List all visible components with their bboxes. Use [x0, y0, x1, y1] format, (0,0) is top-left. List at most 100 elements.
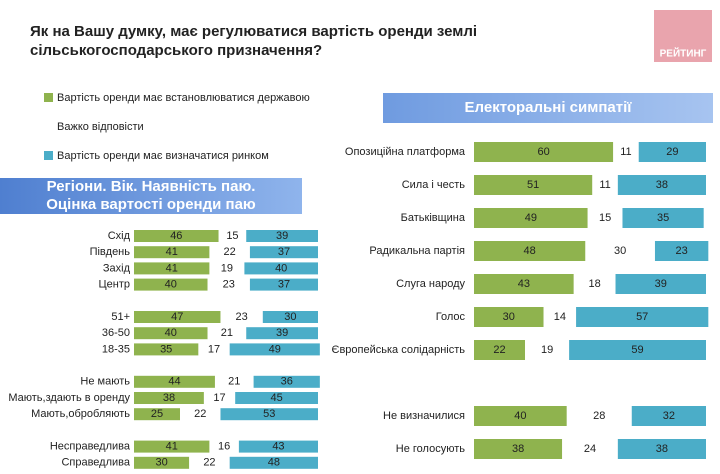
value-label: 46 [170, 230, 182, 242]
bar-segment [474, 142, 614, 162]
value-label: 37 [278, 279, 290, 291]
category-label: Не голосують [396, 443, 465, 455]
bar-segment [249, 278, 318, 291]
bar-segment [615, 274, 706, 294]
panel-header [0, 178, 302, 214]
bar-segment [631, 406, 706, 426]
legend-label: Вартість оренди має встановлюватися держ… [57, 92, 310, 104]
bar-segment [209, 246, 250, 259]
value-label: 11 [620, 146, 631, 158]
bar-segment [209, 262, 245, 275]
bar-segment [566, 406, 632, 426]
bar-segment [235, 392, 318, 404]
value-label: 41 [166, 441, 178, 453]
bar-segment [214, 375, 254, 388]
value-label: 38 [656, 443, 668, 455]
panel-header [383, 93, 713, 123]
bar-segment [134, 230, 219, 242]
value-label: 25 [151, 408, 163, 420]
category-label: Мають,здають в оренду [8, 392, 130, 404]
value-label: 22 [203, 457, 215, 469]
value-label: 11 [599, 179, 610, 191]
bar-segment [229, 456, 318, 469]
panel-title: Електоральні симпатії [465, 99, 633, 116]
page-title: Як на Вашу думку, має регулюватися варті… [30, 23, 478, 59]
bar-segment [262, 311, 318, 323]
value-label: 53 [263, 408, 275, 420]
value-label: 21 [221, 327, 233, 339]
logo: РЕЙТИНГ [660, 47, 707, 60]
value-label: 30 [614, 245, 626, 257]
bar-segment [244, 262, 318, 275]
bar-segment [134, 262, 210, 275]
bar-segment [218, 230, 247, 242]
value-label: 40 [165, 279, 177, 291]
value-label: 28 [593, 410, 605, 422]
bar-segment [253, 375, 320, 388]
category-label: Слуга народу [396, 278, 465, 290]
legend-label: Важко відповісти [57, 121, 144, 133]
bar-segment [622, 208, 704, 228]
panel-title: Оцінка вартості оренди паю [46, 196, 256, 213]
bar-segment [569, 340, 706, 360]
bar-segment [134, 327, 208, 340]
category-label: Несправедлива [50, 441, 131, 453]
bar-segment [617, 439, 706, 459]
category-label: Не мають [80, 376, 130, 388]
legend-swatch [44, 93, 53, 102]
bar-segment [246, 327, 318, 340]
category-label: Мають,обробляють [31, 408, 130, 420]
bar-segment [134, 456, 190, 469]
value-label: 14 [554, 311, 566, 323]
category-label: Центр [99, 279, 131, 291]
value-label: 17 [208, 343, 220, 355]
category-label: Європейська солідарність [332, 344, 466, 356]
value-label: 22 [493, 344, 505, 356]
value-label: 37 [278, 246, 290, 258]
category-label: Сила і честь [402, 179, 466, 191]
value-label: 22 [194, 408, 206, 420]
bar-segment [203, 392, 236, 404]
panel-title: Регіони. Вік. Наявність паю. [47, 178, 256, 195]
bar-segment [613, 142, 639, 162]
bar-segment [134, 392, 204, 404]
bar-segment [207, 278, 250, 291]
value-label: 40 [275, 262, 287, 274]
value-label: 40 [514, 410, 526, 422]
value-label: 17 [213, 392, 225, 404]
value-label: 39 [276, 327, 288, 339]
bar-segment [654, 241, 709, 261]
bar-segment [585, 241, 655, 261]
value-label: 38 [512, 443, 524, 455]
bar-segment [134, 375, 215, 388]
bar-segment [220, 408, 318, 421]
value-label: 43 [272, 441, 284, 453]
value-label: 39 [655, 278, 667, 290]
category-label: Справедлива [61, 457, 130, 469]
value-label: 23 [236, 311, 248, 323]
bar-segment [134, 440, 210, 453]
bar-segment [198, 343, 230, 356]
bar-segment [180, 408, 221, 421]
value-label: 57 [636, 311, 648, 323]
value-label: 43 [518, 278, 530, 290]
bar-segment [220, 311, 263, 323]
value-label: 38 [656, 179, 668, 191]
legend-label: Вартість оренди має визначатися ринком [57, 150, 269, 162]
value-label: 19 [541, 344, 553, 356]
value-label: 44 [168, 376, 180, 388]
value-label: 24 [584, 443, 596, 455]
bar-segment [525, 340, 570, 360]
bar-segment [592, 175, 618, 195]
category-label: Схід [108, 230, 131, 242]
bar-segment [134, 343, 199, 356]
value-label: 49 [269, 343, 281, 355]
value-label: 38 [163, 392, 175, 404]
value-label: 49 [525, 212, 537, 224]
value-label: 39 [276, 230, 288, 242]
bar-segment [134, 246, 210, 259]
bar-segment [249, 246, 318, 259]
value-label: 23 [676, 245, 688, 257]
